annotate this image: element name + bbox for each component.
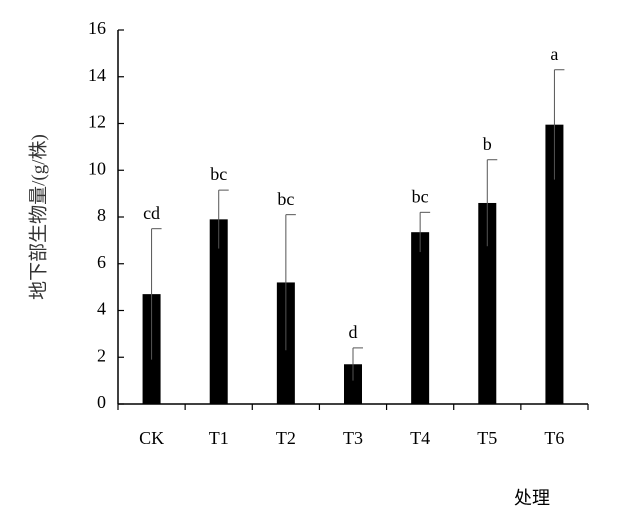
bar [411,232,430,404]
significance-label: cd [143,203,160,223]
x-tick-label: T5 [477,428,497,448]
y-tick-label: 8 [97,205,106,225]
significance-label: a [550,44,558,64]
bar [545,124,564,404]
y-tick-label: 10 [88,158,106,178]
significance-label: d [349,322,358,342]
y-tick-label: 4 [97,299,106,319]
significance-label: bc [277,189,294,209]
x-axis-label: 处理 [514,488,550,508]
x-tick-label: T1 [209,428,229,448]
bar [209,219,228,404]
y-tick-label: 16 [88,18,106,38]
bar [478,202,497,404]
y-tick-label: 6 [97,252,106,272]
x-tick-label: T6 [544,428,564,448]
y-tick-label: 2 [97,345,106,365]
significance-label: b [483,134,492,154]
significance-label: bc [210,164,227,184]
significance-label: bc [412,186,429,206]
bar [344,364,362,404]
y-tick-label: 14 [88,65,106,85]
x-tick-label: CK [139,428,164,448]
y-tick-label: 0 [97,392,106,412]
y-tick-label: 12 [88,112,106,132]
x-tick-label: T2 [276,428,296,448]
x-tick-label: T4 [410,428,430,448]
y-axis-label: 地下部生物量/(g/株) [27,134,49,300]
x-tick-label: T3 [343,428,363,448]
